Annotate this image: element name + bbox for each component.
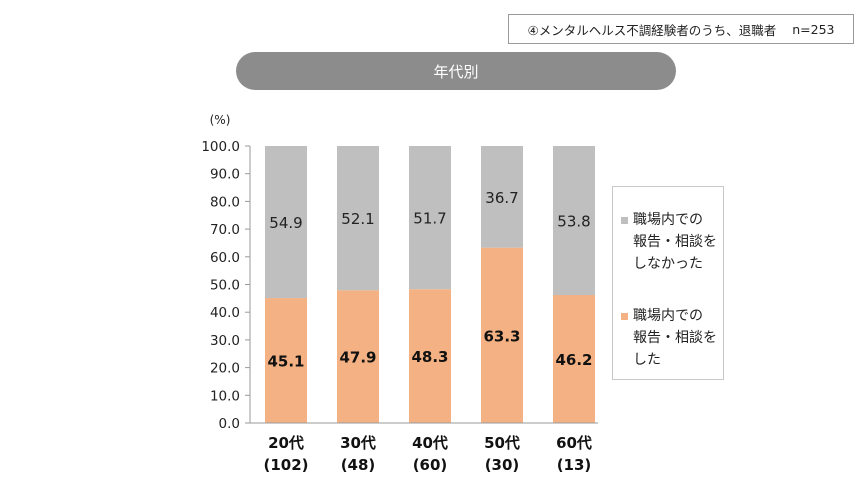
bar-reported [409,289,451,423]
x-category-count: (30) [485,456,520,474]
bar-not-reported [553,146,595,296]
legend-label-not-reported: 職場内での 報告・相談を しなかった [633,212,717,272]
data-label-not-reported: 54.9 [269,214,302,232]
x-category-label: 20代 [268,434,304,452]
x-category-count: (102) [263,456,308,474]
legend-item-not-reported: 職場内での 報告・相談を しなかった [621,209,725,275]
x-category-label: 60代 [556,434,592,452]
panel-title: 年代別 [236,52,676,90]
legend-item-reported: 職場内での 報告・相談を した [621,305,725,371]
sample-size: n=253 [792,21,835,37]
y-tick-label: 90.0 [210,167,240,183]
data-label-reported: 45.1 [267,353,304,371]
x-category-count: (48) [341,456,376,474]
x-category-label: 50代 [484,434,520,452]
y-tick-label: 30.0 [210,333,240,349]
bar-reported [337,290,379,423]
data-label-reported: 48.3 [411,348,448,366]
y-axis-unit-label: (%) [210,113,231,127]
legend-swatch-reported [621,313,628,320]
bar-not-reported [481,146,523,248]
data-label-not-reported: 53.8 [557,213,590,231]
legend-label-reported: 職場内での 報告・相談を した [633,308,717,368]
data-label-not-reported: 36.7 [485,189,518,207]
x-category-count: (60) [413,456,448,474]
y-tick-label: 20.0 [210,361,240,377]
bar-reported [481,247,523,423]
bar-reported [265,298,307,423]
x-category-count: (13) [557,456,592,474]
y-tick-label: 10.0 [210,388,240,404]
y-tick-label: 80.0 [210,194,240,210]
y-tick-label: 60.0 [210,250,240,266]
bar-not-reported [265,146,307,299]
chart-legend: 職場内での 報告・相談を しなかった 職場内での 報告・相談を した [612,186,724,380]
bar-not-reported [337,146,379,291]
data-label-reported: 47.9 [339,349,376,367]
bar-not-reported [409,146,451,290]
sample-note-label: ④メンタルヘルス不調経験者のうち、退職者 [527,22,777,38]
y-tick-label: 100.0 [201,139,240,155]
y-tick-label: 70.0 [210,222,240,238]
y-tick-label: 0.0 [219,416,240,432]
data-label-reported: 63.3 [483,327,520,345]
legend-swatch-not-reported [621,217,628,224]
data-label-reported: 46.2 [555,351,592,369]
x-category-label: 40代 [412,434,448,452]
y-tick-label: 50.0 [210,278,240,294]
data-label-not-reported: 51.7 [413,210,446,228]
sample-note-box: ④メンタルヘルス不調経験者のうち、退職者 n=253 [508,14,854,44]
bar-reported [553,295,595,423]
data-label-not-reported: 52.1 [341,210,374,228]
y-tick-label: 40.0 [210,305,240,321]
x-category-label: 30代 [340,434,376,452]
